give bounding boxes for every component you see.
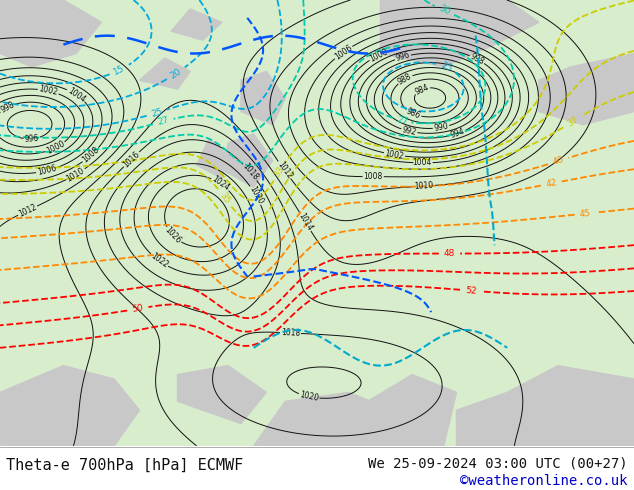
Text: 1006: 1006 (333, 43, 354, 61)
Text: 1002: 1002 (384, 149, 404, 161)
Text: 992: 992 (401, 125, 417, 137)
Text: 15: 15 (112, 64, 127, 76)
Polygon shape (178, 366, 266, 423)
Text: 33: 33 (273, 164, 287, 179)
Text: 986: 986 (405, 107, 422, 121)
Text: 20: 20 (169, 67, 183, 80)
Text: 1012: 1012 (17, 202, 38, 219)
Text: 45: 45 (579, 209, 592, 219)
Text: 40: 40 (552, 155, 565, 167)
Text: 30: 30 (437, 4, 451, 17)
Text: 52: 52 (465, 286, 477, 295)
Text: 42: 42 (545, 178, 558, 189)
Text: 1008: 1008 (363, 172, 383, 181)
Polygon shape (380, 0, 539, 67)
Text: 1020: 1020 (247, 185, 264, 206)
Polygon shape (254, 392, 393, 446)
Text: 1008: 1008 (81, 146, 101, 165)
Text: 27: 27 (157, 116, 170, 127)
Text: 996: 996 (394, 50, 411, 63)
Polygon shape (349, 374, 456, 446)
Text: 1010: 1010 (65, 166, 86, 183)
Polygon shape (139, 58, 190, 89)
Text: 994: 994 (450, 126, 467, 140)
Text: 988: 988 (396, 72, 413, 87)
Text: 1000: 1000 (368, 47, 389, 64)
Text: 27: 27 (396, 115, 410, 126)
Text: 1026: 1026 (163, 225, 183, 245)
Text: 1022: 1022 (148, 251, 169, 270)
Text: 990: 990 (433, 122, 449, 133)
Polygon shape (539, 53, 634, 125)
Text: 998: 998 (0, 100, 16, 115)
Text: 1004: 1004 (412, 158, 432, 168)
Polygon shape (0, 0, 101, 67)
Polygon shape (222, 134, 273, 187)
Text: 1012: 1012 (275, 160, 294, 180)
Text: 1004: 1004 (66, 86, 87, 104)
Text: 984: 984 (413, 82, 430, 97)
Polygon shape (197, 138, 228, 178)
Polygon shape (241, 72, 285, 125)
Text: 1018: 1018 (240, 162, 260, 182)
Text: ©weatheronline.co.uk: ©weatheronline.co.uk (460, 474, 628, 488)
Text: 996: 996 (24, 134, 39, 144)
Text: 1018: 1018 (281, 328, 301, 338)
Text: 1010: 1010 (414, 181, 434, 191)
Polygon shape (0, 366, 139, 446)
Text: Theta-e 700hPa [hPa] ECMWF: Theta-e 700hPa [hPa] ECMWF (6, 458, 243, 473)
Text: We 25-09-2024 03:00 UTC (00+27): We 25-09-2024 03:00 UTC (00+27) (368, 456, 628, 470)
Text: 37: 37 (566, 115, 579, 128)
Polygon shape (171, 9, 222, 40)
Text: 1000: 1000 (45, 139, 67, 156)
Text: 1020: 1020 (299, 391, 320, 403)
Text: 25: 25 (150, 107, 164, 119)
Text: 1006: 1006 (36, 164, 57, 177)
Text: 1014: 1014 (297, 211, 314, 233)
Text: 50: 50 (131, 303, 144, 314)
Text: 1002: 1002 (38, 84, 59, 98)
Text: 1016: 1016 (121, 149, 141, 169)
Text: 48: 48 (444, 249, 455, 258)
Polygon shape (456, 366, 634, 446)
Text: 998: 998 (469, 52, 486, 67)
Text: 1024: 1024 (210, 174, 231, 193)
Text: 25: 25 (439, 61, 453, 74)
Text: 35: 35 (217, 191, 232, 205)
